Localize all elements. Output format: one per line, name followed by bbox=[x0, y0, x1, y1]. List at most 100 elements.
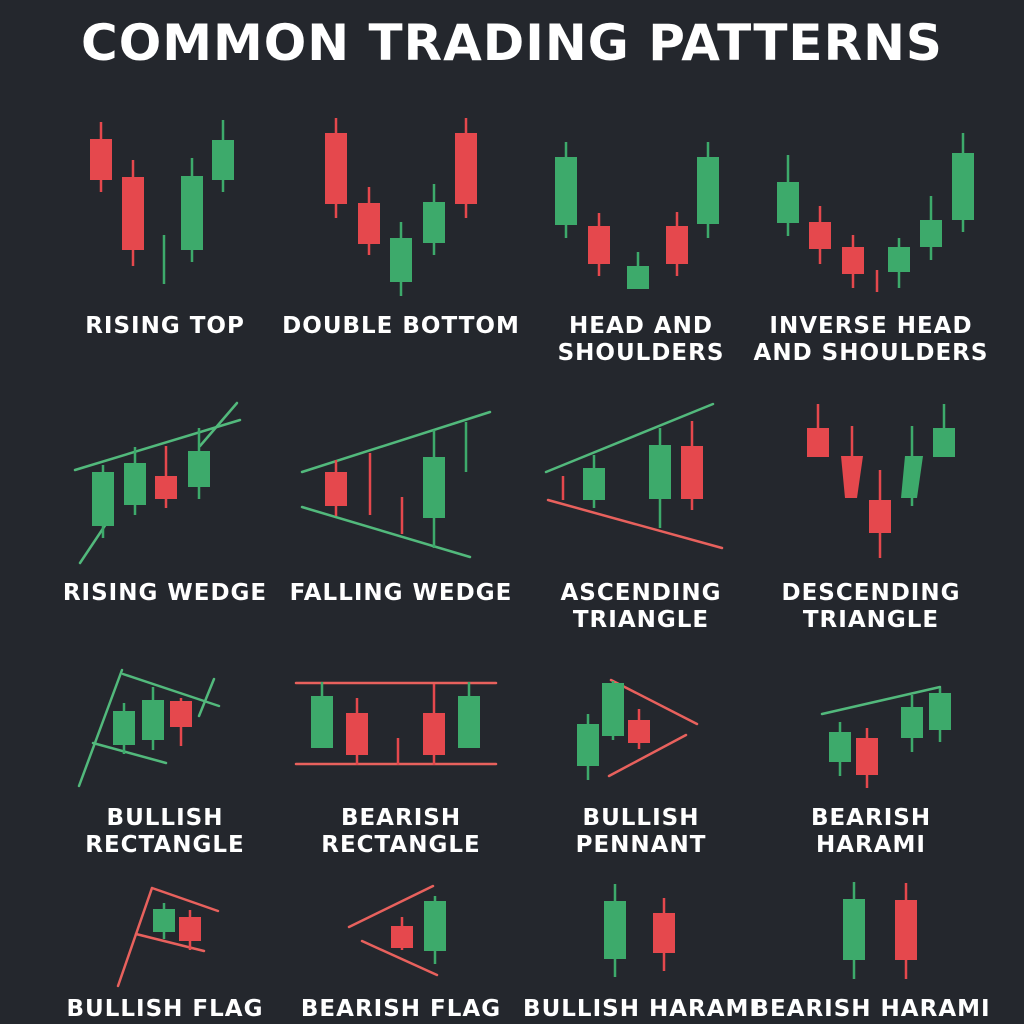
pattern-label: HEAD AND SHOULDERS bbox=[557, 313, 725, 366]
bullish-candle bbox=[627, 252, 649, 289]
pattern-label: BEARISH HARAMI bbox=[751, 996, 991, 1022]
resistance-trendline bbox=[607, 733, 688, 778]
bullish-candle bbox=[888, 238, 910, 288]
pattern-11 bbox=[577, 678, 699, 780]
pattern-3 bbox=[555, 142, 719, 289]
bullish-candle bbox=[577, 714, 599, 780]
pattern-14 bbox=[347, 884, 446, 977]
bullish-candle bbox=[555, 142, 577, 238]
bullish-candle bbox=[604, 884, 626, 977]
bullish-candle bbox=[212, 120, 234, 192]
bearish-candle bbox=[358, 187, 380, 255]
pattern-4 bbox=[777, 133, 974, 292]
pattern-label: BULLISH FLAG bbox=[66, 996, 264, 1022]
pattern-label: DOUBLE BOTTOM bbox=[282, 313, 520, 339]
pattern-5 bbox=[73, 401, 242, 565]
bearish-candle bbox=[628, 709, 650, 749]
pattern-label: BULLISH HARAMI bbox=[523, 996, 759, 1022]
bearish-candle bbox=[869, 470, 891, 558]
bullish-candle bbox=[901, 695, 923, 752]
pattern-label: BEARISH FLAG bbox=[300, 996, 502, 1022]
support-trendline bbox=[300, 410, 492, 474]
bullish-candle bbox=[390, 222, 412, 296]
bullish-candle bbox=[920, 196, 942, 260]
bearish-candle bbox=[455, 118, 477, 218]
pattern-label: RISING TOP bbox=[85, 313, 245, 339]
bullish-candle bbox=[188, 428, 210, 499]
support-trendline bbox=[197, 677, 216, 718]
bearish-candle bbox=[391, 917, 413, 950]
bullish-candle bbox=[142, 687, 164, 750]
page-title: COMMON TRADING PATTERNS bbox=[81, 14, 943, 72]
bearish-candle bbox=[681, 421, 703, 510]
pattern-label: RISING WEDGE bbox=[62, 580, 268, 606]
resistance-trendline bbox=[134, 932, 206, 953]
pattern-label: BULLISH RECTANGLE bbox=[85, 805, 245, 858]
bullish-candle bbox=[602, 681, 624, 740]
pattern-7 bbox=[544, 402, 724, 550]
pattern-label: BEARISH RECTANGLE bbox=[321, 805, 481, 858]
pattern-10 bbox=[294, 681, 498, 766]
bullish-candle bbox=[829, 722, 851, 776]
resistance-trendline bbox=[116, 886, 154, 988]
support-trendline bbox=[91, 741, 168, 765]
bearish-candle bbox=[170, 698, 192, 746]
bearish-candle bbox=[653, 898, 675, 971]
pattern-label: FALLING WEDGE bbox=[289, 580, 513, 606]
pattern-label: BULLISH PENNANT bbox=[575, 805, 707, 858]
pattern-15 bbox=[604, 884, 675, 977]
bearish-candle bbox=[325, 118, 347, 218]
resistance-trendline bbox=[347, 884, 435, 929]
bullish-candle bbox=[458, 682, 480, 748]
bullish-candle bbox=[424, 896, 446, 964]
resistance-trendline bbox=[150, 886, 220, 913]
support-trendline bbox=[544, 402, 715, 474]
pattern-1 bbox=[90, 120, 234, 284]
pattern-label: DESCENDING TRIANGLE bbox=[781, 580, 961, 633]
bearish-candle bbox=[807, 404, 829, 457]
pattern-8 bbox=[807, 404, 955, 558]
bearish-candle bbox=[842, 235, 864, 288]
bearish-candle bbox=[809, 206, 831, 264]
pattern-label: INVERSE HEAD AND SHOULDERS bbox=[753, 313, 989, 366]
support-trendline bbox=[121, 672, 221, 708]
pattern-16 bbox=[843, 882, 917, 979]
support-trendline bbox=[300, 505, 472, 559]
pattern-label: ASCENDING TRIANGLE bbox=[560, 580, 722, 633]
bullish-candle bbox=[697, 142, 719, 238]
pattern-9 bbox=[77, 668, 221, 788]
bullish-candle bbox=[901, 426, 923, 506]
bearish-candle bbox=[155, 446, 177, 508]
bearish-candle bbox=[666, 212, 688, 276]
resistance-trendline bbox=[546, 498, 724, 550]
bullish-candle bbox=[423, 184, 445, 255]
support-trendline bbox=[820, 685, 942, 716]
bearish-candle bbox=[856, 728, 878, 788]
bullish-candle bbox=[952, 133, 974, 232]
bullish-candle bbox=[113, 703, 135, 754]
pattern-6 bbox=[300, 410, 492, 559]
bearish-candle bbox=[346, 698, 368, 765]
pattern-12 bbox=[820, 685, 951, 788]
bullish-candle bbox=[929, 688, 951, 742]
bearish-candle bbox=[179, 910, 201, 950]
bearish-candle bbox=[895, 883, 917, 979]
pattern-2 bbox=[325, 118, 477, 296]
bullish-candle bbox=[933, 404, 955, 457]
support-trendline bbox=[73, 418, 242, 472]
bullish-candle bbox=[124, 447, 146, 515]
bullish-candle bbox=[583, 455, 605, 508]
pattern-label: BEARISH HARAMI bbox=[810, 805, 932, 858]
support-trendline bbox=[198, 401, 239, 448]
resistance-trendline bbox=[609, 678, 699, 726]
pattern-13 bbox=[116, 886, 220, 988]
bearish-candle bbox=[122, 160, 144, 266]
bullish-candle bbox=[843, 882, 865, 979]
bullish-candle bbox=[153, 903, 175, 939]
support-trendline bbox=[77, 668, 124, 788]
bullish-candle bbox=[92, 465, 114, 538]
bullish-candle bbox=[181, 158, 203, 262]
resistance-trendline bbox=[360, 939, 439, 977]
bearish-candle bbox=[588, 213, 610, 276]
